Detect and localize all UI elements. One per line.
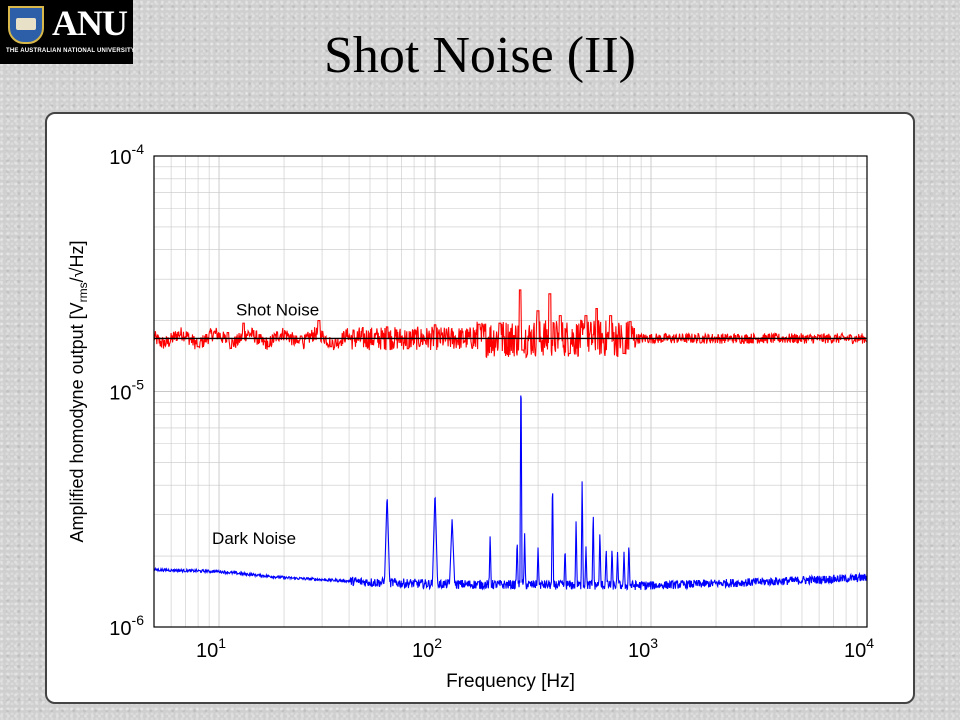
anu-logo: ANU THE AUSTRALIAN NATIONAL UNIVERSITY (0, 0, 136, 64)
x-tick-label: 102 (412, 635, 442, 662)
noise-spectrum-chart: Shot Noise Dark Noise 101 102 103 104 10-6 10-5… (67, 141, 874, 692)
shot-noise-trace (153, 289, 868, 359)
x-tick-label: 103 (628, 635, 658, 662)
grid (153, 156, 868, 628)
dark-noise-label: Dark Noise (212, 529, 296, 548)
university-crest-icon (8, 6, 44, 44)
slide-title: Shot Noise (II) (324, 27, 636, 84)
x-tick-label: 101 (196, 635, 226, 662)
plot-frame (153, 155, 868, 628)
chart-panel: Shot Noise Dark Noise 101 102 103 104 10-6 10-5… (45, 112, 915, 704)
y-axis-label: Amplified homodyne output [Vrms/√Hz] (67, 240, 90, 542)
y-tick-label: 10-6 (109, 612, 144, 640)
y-tick-label: 10-4 (109, 141, 144, 169)
logo-wordmark: ANU (52, 3, 128, 43)
shot-noise-label: Shot Noise (236, 301, 319, 320)
x-tick-label: 104 (844, 635, 874, 662)
y-tick-label: 10-5 (109, 377, 144, 405)
x-axis-label: Frequency [Hz] (446, 671, 575, 692)
logo-subtext: THE AUSTRALIAN NATIONAL UNIVERSITY (6, 48, 136, 54)
dark-noise-trace (153, 395, 868, 591)
